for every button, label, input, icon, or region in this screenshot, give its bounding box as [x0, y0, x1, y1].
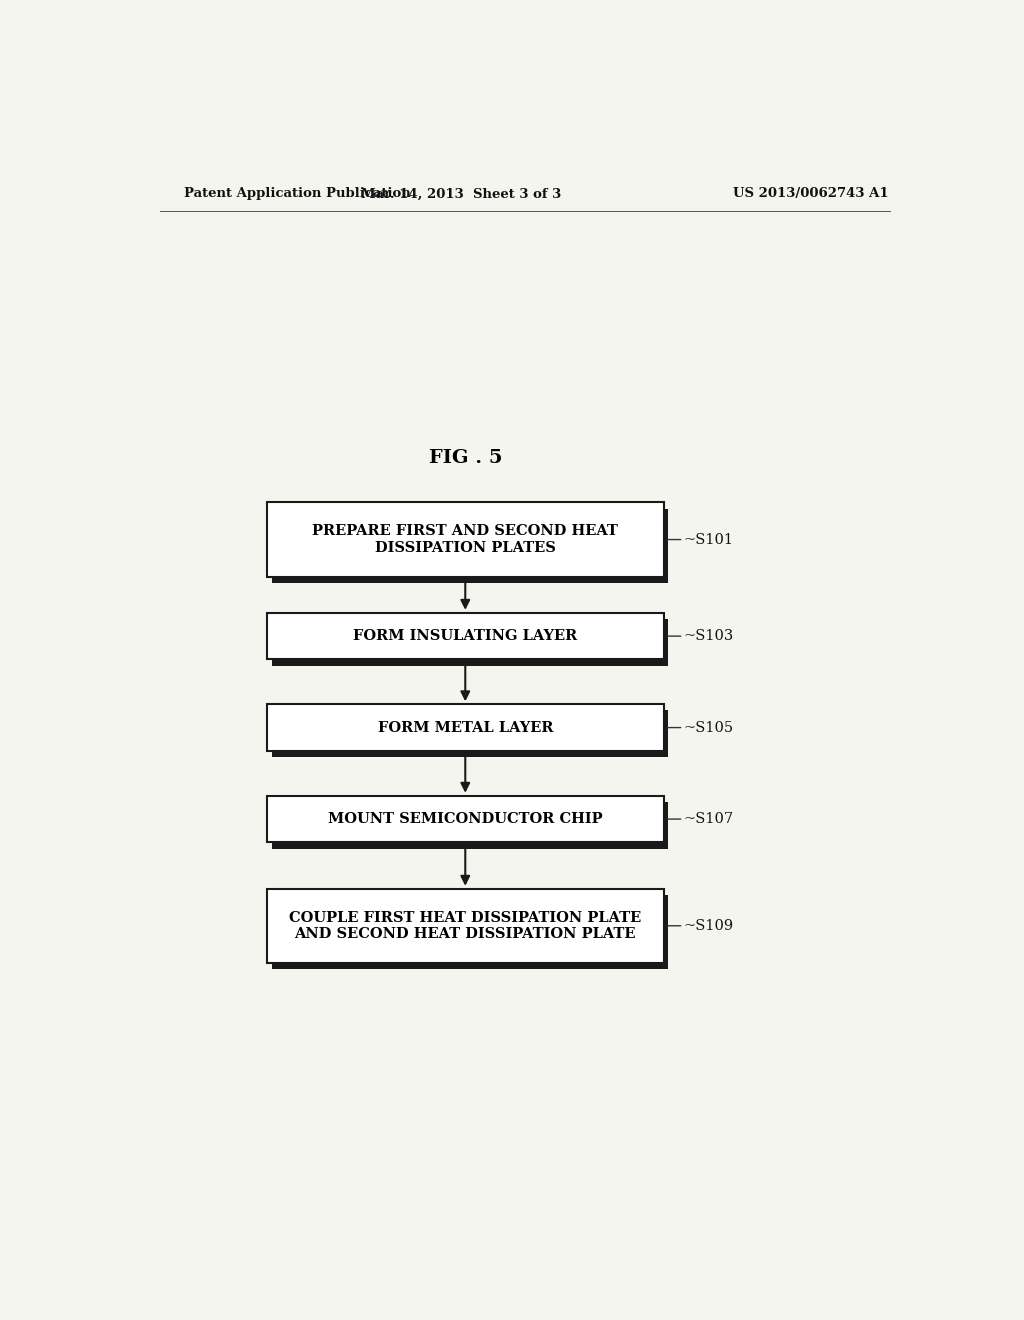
- Text: FORM METAL LAYER: FORM METAL LAYER: [378, 721, 553, 735]
- Bar: [271, 895, 669, 969]
- Text: Mar. 14, 2013  Sheet 3 of 3: Mar. 14, 2013 Sheet 3 of 3: [361, 187, 561, 201]
- Text: PREPARE FIRST AND SECOND HEAT
DISSIPATION PLATES: PREPARE FIRST AND SECOND HEAT DISSIPATIO…: [312, 524, 618, 554]
- Text: ~S107: ~S107: [684, 812, 733, 826]
- Bar: [267, 888, 664, 962]
- Text: US 2013/0062743 A1: US 2013/0062743 A1: [733, 187, 888, 201]
- Text: MOUNT SEMICONDUCTOR CHIP: MOUNT SEMICONDUCTOR CHIP: [328, 812, 602, 826]
- Bar: [271, 801, 669, 849]
- Bar: [267, 612, 664, 660]
- Text: ~S103: ~S103: [684, 630, 734, 643]
- Text: ~S105: ~S105: [684, 721, 733, 735]
- Text: FIG . 5: FIG . 5: [428, 449, 502, 467]
- Text: ~S109: ~S109: [684, 919, 733, 933]
- Bar: [267, 796, 664, 842]
- Bar: [267, 704, 664, 751]
- Bar: [271, 619, 669, 665]
- Text: Patent Application Publication: Patent Application Publication: [183, 187, 411, 201]
- Bar: [267, 503, 664, 577]
- Bar: [271, 508, 669, 582]
- Bar: [271, 710, 669, 758]
- Text: FORM INSULATING LAYER: FORM INSULATING LAYER: [353, 630, 578, 643]
- Text: COUPLE FIRST HEAT DISSIPATION PLATE
AND SECOND HEAT DISSIPATION PLATE: COUPLE FIRST HEAT DISSIPATION PLATE AND …: [289, 911, 641, 941]
- Text: ~S101: ~S101: [684, 532, 733, 546]
